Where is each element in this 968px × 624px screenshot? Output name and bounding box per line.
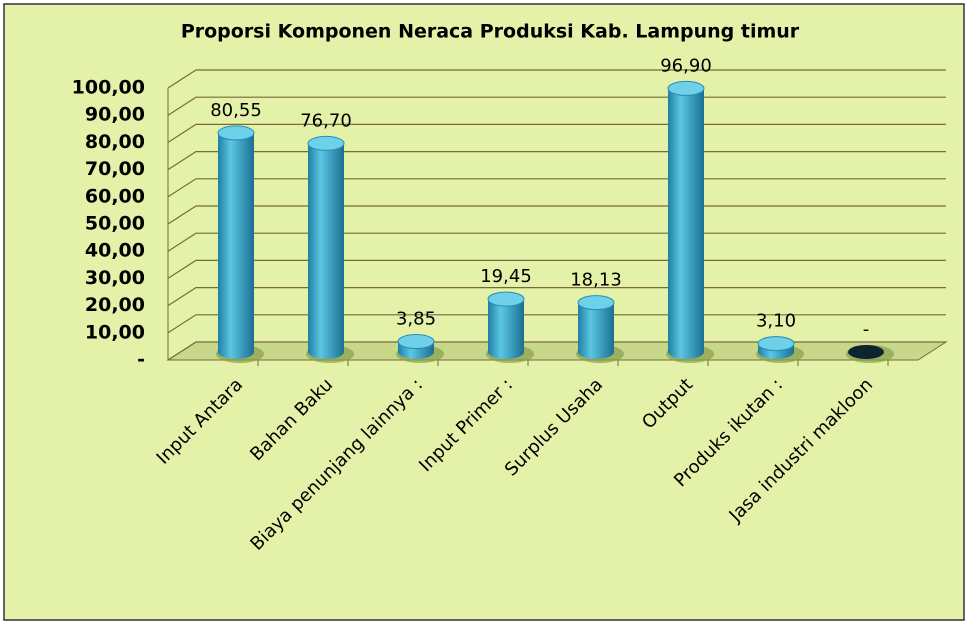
bar (578, 302, 614, 359)
y-tick-label: 70,00 (85, 158, 145, 180)
bar (848, 345, 884, 359)
bar-cap (487, 291, 525, 307)
data-label: 18,13 (570, 270, 622, 291)
data-label: 80,55 (210, 100, 262, 121)
data-label: 96,90 (660, 55, 712, 76)
bar-cap (577, 295, 615, 311)
y-tick-label: 90,00 (85, 104, 145, 126)
grid-line (167, 69, 946, 89)
data-label: 3,85 (396, 309, 436, 330)
bar (668, 88, 704, 359)
y-tick-label: 60,00 (85, 185, 145, 207)
data-label: 3,10 (756, 311, 796, 332)
bar-cap (397, 334, 435, 350)
y-tick-label: 20,00 (85, 294, 145, 316)
data-label: - (863, 319, 870, 340)
bar (218, 132, 254, 359)
y-tick-label: 50,00 (85, 213, 145, 235)
y-tick-label: 40,00 (85, 240, 145, 262)
bar-cap (217, 125, 255, 141)
data-label: 19,45 (480, 266, 532, 287)
bar-cap (667, 80, 705, 96)
bar-cap (307, 135, 345, 151)
chart-title: Proporsi Komponen Neraca Produksi Kab. L… (181, 21, 800, 43)
data-label: 76,70 (300, 110, 352, 131)
bar (488, 299, 524, 359)
y-tick-label: 30,00 (85, 267, 145, 289)
y-tick-label: - (137, 349, 145, 371)
floor (166, 341, 948, 361)
bar (308, 143, 344, 359)
y-tick-label: 100,00 (72, 77, 145, 99)
background (3, 3, 965, 621)
bar-cap (757, 336, 795, 352)
y-tick-label: 10,00 (85, 321, 145, 343)
y-tick-label: 80,00 (85, 131, 145, 153)
